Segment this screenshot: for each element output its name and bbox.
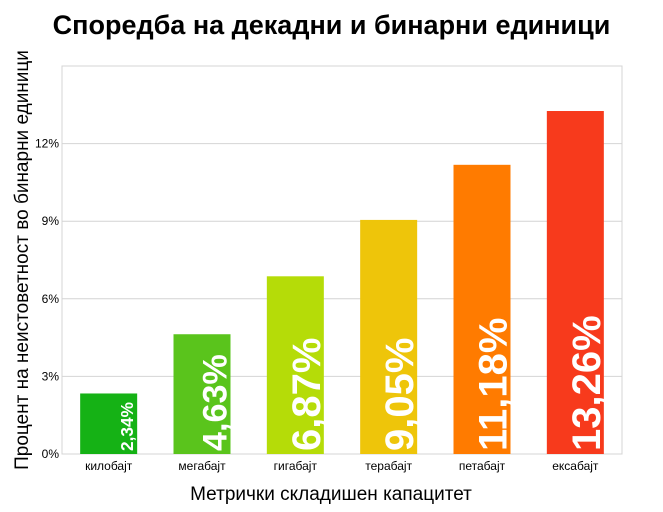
- y-tick-label: 3%: [42, 369, 60, 383]
- bars: [80, 111, 604, 455]
- bar: [453, 164, 511, 454]
- chart-title: Споредба на декадни и бинарни единици: [52, 10, 611, 40]
- y-tick-label: 9%: [42, 214, 60, 228]
- y-tick-labels: 0% 3% 6% 9% 12%: [35, 137, 59, 461]
- bar: [360, 219, 418, 454]
- y-tick-label: 6%: [42, 292, 60, 306]
- data-label: 4,63%: [197, 354, 235, 451]
- y-axis-title: Процент на неистоветност во бинарни един…: [12, 50, 33, 470]
- category-label: гигабајт: [274, 459, 318, 473]
- category-label: ексабајт: [552, 459, 599, 473]
- category-label: мегабајт: [178, 459, 226, 473]
- category-label: терабајт: [365, 459, 412, 473]
- bar: [546, 111, 604, 455]
- y-tick-label: 0%: [42, 447, 60, 461]
- bar: [266, 276, 324, 454]
- data-label: 6,87%: [285, 338, 329, 451]
- data-label: 13,26%: [565, 315, 609, 451]
- category-label: килобајт: [85, 459, 133, 473]
- data-label: 2,34%: [117, 402, 137, 451]
- plot-area: [61, 65, 623, 455]
- bar: [173, 334, 231, 454]
- x-axis-title: Метрички складишен капацитет: [190, 484, 472, 505]
- category-label: петабајт: [459, 459, 506, 473]
- y-tick-label: 12%: [35, 137, 59, 151]
- data-label: 11,18%: [472, 318, 516, 451]
- bar: [80, 393, 138, 454]
- gridlines: [62, 143, 622, 377]
- data-labels: 2,34% 4,63% 6,87% 9,05% 11,18% 13,26%: [117, 315, 609, 451]
- category-labels: килобајт мегабајт гигабајт терабајт петабајт…: [85, 459, 599, 473]
- data-label: 9,05%: [378, 338, 422, 451]
